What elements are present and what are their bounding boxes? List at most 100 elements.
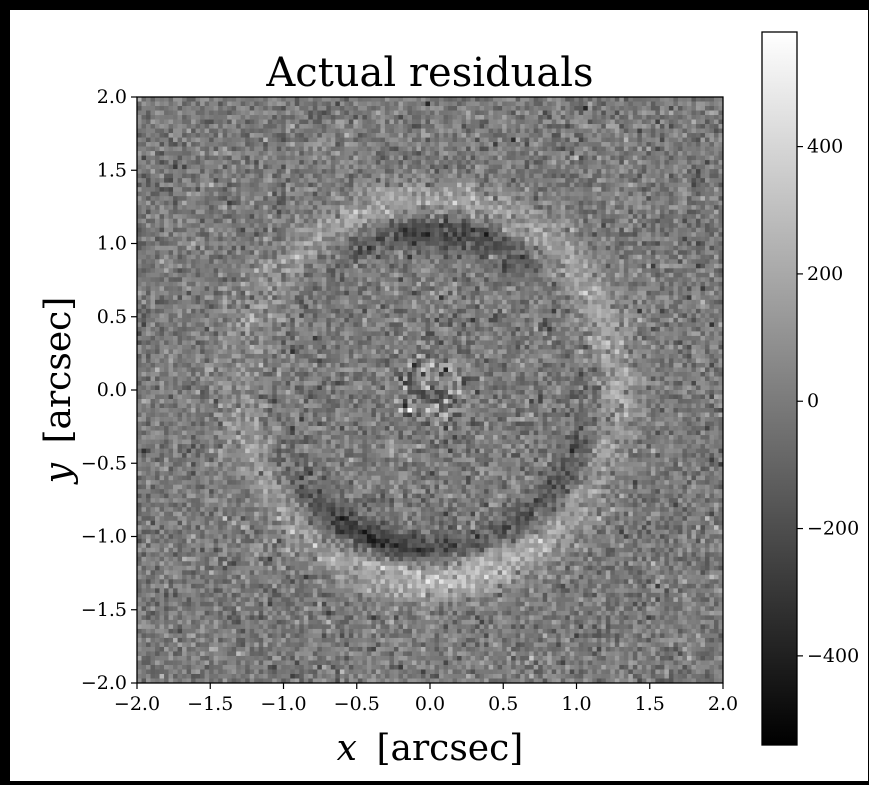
image-pixel bbox=[480, 205, 485, 210]
image-pixel bbox=[398, 246, 403, 251]
image-pixel bbox=[394, 106, 399, 111]
image-pixel bbox=[200, 151, 205, 156]
image-pixel bbox=[196, 151, 201, 156]
image-pixel bbox=[529, 241, 534, 246]
image-pixel bbox=[435, 192, 440, 197]
image-pixel bbox=[308, 250, 313, 255]
image-pixel bbox=[407, 246, 412, 251]
image-pixel bbox=[362, 205, 367, 210]
image-pixel bbox=[277, 192, 282, 197]
image-pixel bbox=[543, 129, 548, 134]
image-pixel bbox=[164, 115, 169, 120]
image-pixel bbox=[606, 214, 611, 219]
image-pixel bbox=[385, 151, 390, 156]
image-pixel bbox=[137, 129, 142, 134]
image-pixel bbox=[299, 142, 304, 147]
image-pixel bbox=[389, 196, 394, 201]
image-pixel bbox=[214, 120, 219, 125]
image-pixel bbox=[389, 129, 394, 134]
image-pixel bbox=[425, 187, 430, 192]
image-pixel bbox=[160, 129, 165, 134]
image-pixel bbox=[615, 169, 620, 174]
image-pixel bbox=[633, 133, 638, 138]
image-pixel bbox=[358, 210, 363, 215]
image-pixel bbox=[349, 120, 354, 125]
image-pixel bbox=[272, 241, 277, 246]
image-pixel bbox=[304, 255, 309, 260]
image-pixel bbox=[412, 210, 417, 215]
image-pixel bbox=[507, 223, 512, 228]
image-pixel bbox=[687, 187, 692, 192]
image-pixel bbox=[223, 120, 228, 125]
image-pixel bbox=[430, 259, 435, 264]
image-pixel bbox=[642, 106, 647, 111]
image-pixel bbox=[453, 169, 458, 174]
image-pixel bbox=[191, 102, 196, 107]
image-pixel bbox=[335, 138, 340, 143]
image-pixel bbox=[160, 133, 165, 138]
image-pixel bbox=[421, 147, 426, 152]
image-pixel bbox=[286, 264, 291, 269]
image-pixel bbox=[592, 174, 597, 179]
image-pixel bbox=[335, 97, 340, 102]
image-pixel bbox=[691, 210, 696, 215]
image-pixel bbox=[425, 237, 430, 242]
image-pixel bbox=[669, 160, 674, 165]
image-pixel bbox=[268, 232, 273, 237]
image-pixel bbox=[218, 228, 223, 233]
image-pixel bbox=[380, 151, 385, 156]
image-pixel bbox=[187, 115, 192, 120]
image-pixel bbox=[556, 214, 561, 219]
image-pixel bbox=[245, 124, 250, 129]
image-pixel bbox=[349, 183, 354, 188]
image-pixel bbox=[507, 160, 512, 165]
image-pixel bbox=[358, 160, 363, 165]
image-pixel bbox=[709, 214, 714, 219]
image-pixel bbox=[673, 250, 678, 255]
image-pixel bbox=[655, 196, 660, 201]
image-pixel bbox=[281, 124, 286, 129]
image-pixel bbox=[223, 223, 228, 228]
image-pixel bbox=[696, 142, 701, 147]
image-pixel bbox=[281, 133, 286, 138]
image-pixel bbox=[687, 219, 692, 224]
image-pixel bbox=[254, 196, 259, 201]
image-pixel bbox=[489, 156, 494, 161]
image-pixel bbox=[236, 142, 241, 147]
image-pixel bbox=[696, 120, 701, 125]
image-pixel bbox=[200, 147, 205, 152]
image-pixel bbox=[385, 138, 390, 143]
image-pixel bbox=[669, 174, 674, 179]
image-pixel bbox=[362, 165, 367, 170]
image-pixel bbox=[570, 192, 575, 197]
image-pixel bbox=[691, 169, 696, 174]
image-pixel bbox=[281, 102, 286, 107]
image-pixel bbox=[457, 250, 462, 255]
image-pixel bbox=[326, 250, 331, 255]
image-pixel bbox=[682, 196, 687, 201]
image-pixel bbox=[286, 255, 291, 260]
image-pixel bbox=[290, 156, 295, 161]
image-pixel bbox=[592, 160, 597, 165]
image-pixel bbox=[362, 196, 367, 201]
image-pixel bbox=[619, 178, 624, 183]
image-pixel bbox=[196, 264, 201, 269]
image-pixel bbox=[295, 178, 300, 183]
image-pixel bbox=[344, 169, 349, 174]
image-pixel bbox=[403, 255, 408, 260]
image-pixel bbox=[669, 196, 674, 201]
image-pixel bbox=[637, 228, 642, 233]
image-pixel bbox=[416, 151, 421, 156]
image-pixel bbox=[430, 169, 435, 174]
image-pixel bbox=[155, 214, 160, 219]
image-pixel bbox=[317, 178, 322, 183]
image-pixel bbox=[299, 228, 304, 233]
image-pixel bbox=[371, 264, 376, 269]
image-pixel bbox=[173, 97, 178, 102]
image-pixel bbox=[299, 183, 304, 188]
image-pixel bbox=[200, 201, 205, 206]
image-pixel bbox=[209, 268, 214, 273]
image-pixel bbox=[489, 223, 494, 228]
image-pixel bbox=[187, 264, 192, 269]
image-pixel bbox=[664, 264, 669, 269]
